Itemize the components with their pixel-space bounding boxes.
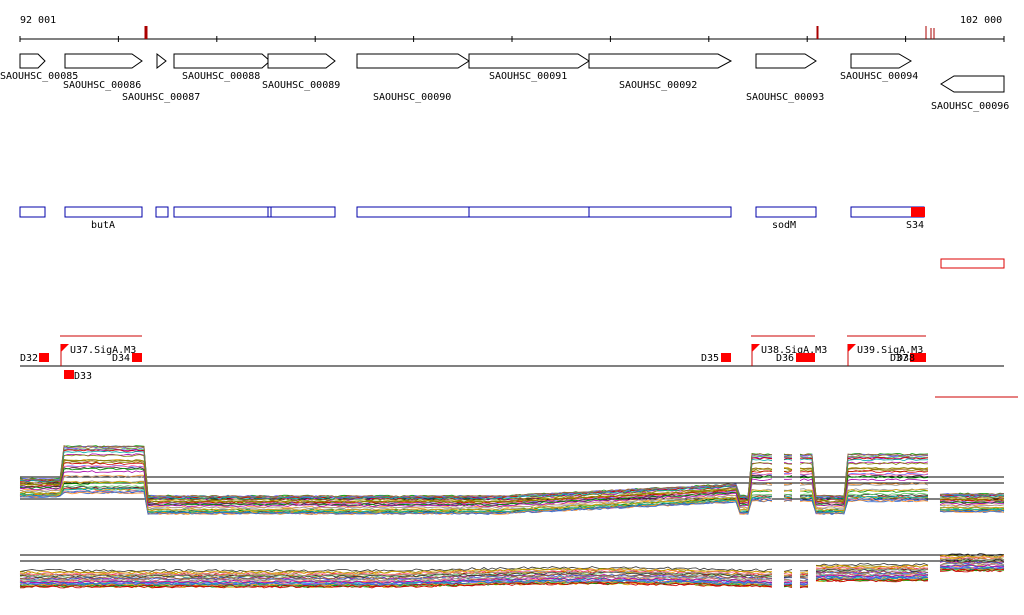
- terminator-d33[interactable]: D33: [64, 370, 92, 382]
- expression-profile-line: [800, 571, 808, 573]
- gene-label: SAOUHSC_00088: [182, 71, 260, 82]
- terminator-label: D36: [776, 353, 794, 364]
- terminator-label: D38: [897, 353, 915, 364]
- gene-label: SAOUHSC_00092: [619, 80, 697, 91]
- gene-label: SAOUHSC_00094: [840, 71, 918, 82]
- regulatory-element-track: U37.SigA.M3 U38.SigA.M3 U39.SigA.M3 D32 …: [20, 336, 1018, 397]
- feature-box-buta[interactable]: [65, 207, 142, 217]
- forward-gene-arrow[interactable]: [357, 54, 469, 68]
- terminator-block-icon: [132, 353, 142, 362]
- gene-SAOUHSC_00088[interactable]: SAOUHSC_00088: [174, 54, 270, 82]
- gene-SAOUHSC_00089[interactable]: SAOUHSC_00089: [262, 54, 340, 91]
- feature-box[interactable]: [156, 207, 168, 217]
- reverse-gene-arrow[interactable]: [941, 76, 1004, 92]
- expression-profile-line: [816, 563, 928, 565]
- gene-label: SAOUHSC_00093: [746, 92, 824, 103]
- expression-profile-line: [784, 499, 792, 500]
- gene-label: SAOUHSC_00096: [931, 101, 1009, 112]
- terminator-label: D32: [20, 353, 38, 364]
- terminator-d38[interactable]: D38: [897, 353, 921, 364]
- feature-box[interactable]: [174, 207, 335, 217]
- terminator-block-icon: [721, 353, 731, 362]
- expression-profile-line: [784, 576, 792, 577]
- ruler-start-label: 92 001: [20, 15, 56, 26]
- gene-label: SAOUHSC_00086: [63, 80, 141, 91]
- forward-gene-arrow[interactable]: [174, 54, 270, 68]
- terminator-block-icon: [915, 353, 921, 362]
- gene-SAOUHSC_00090[interactable]: SAOUHSC_00090: [357, 54, 469, 103]
- terminator-d34[interactable]: D34: [112, 353, 142, 364]
- forward-gene-arrow[interactable]: [65, 54, 142, 68]
- promoter-flag-icon: [61, 344, 69, 352]
- terminator-d35[interactable]: D35: [701, 353, 731, 364]
- feature-box[interactable]: [357, 207, 731, 217]
- terminator-block-icon: [39, 353, 49, 362]
- terminator-label: D33: [74, 371, 92, 382]
- gene-annotation-track: SAOUHSC_00085 SAOUHSC_00086 SAOUHSC_0008…: [0, 54, 1009, 112]
- gene-SAOUHSC_00091[interactable]: SAOUHSC_00091: [469, 54, 589, 82]
- promoter-label: U38.SigA.M3: [761, 345, 827, 356]
- forward-gene-arrow[interactable]: [268, 54, 335, 68]
- feature-box[interactable]: [20, 207, 45, 217]
- ruler-end-label: 102 000: [960, 15, 1002, 26]
- promoter-flag-icon: [752, 344, 760, 352]
- expression-profile-line: [784, 574, 792, 575]
- gene-label: SAOUHSC_00089: [262, 80, 340, 91]
- promoter-flag-icon: [848, 344, 856, 352]
- feature-label: sodM: [772, 220, 796, 231]
- gene-SAOUHSC_00092[interactable]: SAOUHSC_00092: [589, 54, 731, 91]
- forward-gene-arrow[interactable]: [20, 54, 45, 68]
- feature-s34-highlight: [911, 207, 925, 217]
- expression-profile-line: [784, 459, 792, 460]
- gene-label: SAOUHSC_00091: [489, 71, 567, 82]
- feature-label: butA: [91, 220, 115, 231]
- terminator-block-icon: [64, 370, 74, 379]
- gene-SAOUHSC_00093[interactable]: SAOUHSC_00093: [746, 54, 824, 103]
- gene-SAOUHSC_00094[interactable]: SAOUHSC_00094: [840, 54, 918, 82]
- expression-profile-line: [800, 570, 808, 571]
- gene-SAOUHSC_00096[interactable]: SAOUHSC_00096: [931, 76, 1009, 112]
- coordinate-ruler: 92 001 102 000: [20, 15, 1004, 42]
- forward-gene-arrow[interactable]: [157, 54, 166, 68]
- terminator-block-icon: [796, 353, 815, 362]
- forward-gene-arrow[interactable]: [589, 54, 731, 68]
- terminator-d32[interactable]: D32: [20, 353, 49, 364]
- feature-box-red[interactable]: [941, 259, 1004, 268]
- feature-annotation-track: butA sodM S34: [20, 207, 1004, 268]
- gene-label: SAOUHSC_00090: [373, 92, 451, 103]
- forward-gene-arrow[interactable]: [469, 54, 589, 68]
- feature-box-sodm[interactable]: [756, 207, 816, 217]
- feature-label: S34: [906, 220, 924, 231]
- forward-gene-arrow[interactable]: [756, 54, 816, 68]
- terminator-label: D34: [112, 353, 130, 364]
- forward-gene-arrow[interactable]: [851, 54, 911, 68]
- expression-profile-panel-upper: [20, 446, 1004, 515]
- terminator-label: D35: [701, 353, 719, 364]
- expression-profile-panel-lower: [20, 553, 1004, 588]
- gene-label: SAOUHSC_00087: [122, 92, 200, 103]
- ruler-peak-marks: [145, 26, 934, 39]
